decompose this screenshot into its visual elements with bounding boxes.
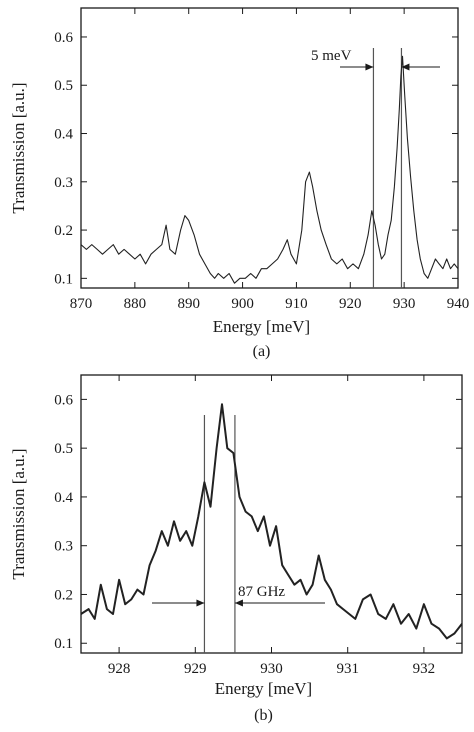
- annotation-arrowhead-right: [401, 63, 410, 71]
- y-tick-label: 0.1: [54, 271, 73, 287]
- x-tick-label: 930: [393, 296, 416, 312]
- x-tick-label: 940: [447, 296, 470, 312]
- annotation-arrowhead-left: [196, 599, 205, 607]
- y-tick-label: 0.4: [54, 490, 73, 506]
- x-tick-label: 870: [70, 296, 93, 312]
- series-line-0: [81, 55, 458, 284]
- x-axis-title: Energy [meV]: [215, 679, 312, 698]
- x-tick-label: 900: [231, 296, 254, 312]
- y-tick-label: 0.1: [54, 636, 73, 652]
- y-tick-label: 0.3: [54, 175, 73, 191]
- chart-b: 928 929 930 931 932 0.1 0.2 0.3 0.4 0.5 0.6 Energy …: [9, 374, 463, 724]
- panel-label: (a): [253, 343, 271, 360]
- panel-label: (b): [254, 707, 273, 724]
- y-axis-title: Transmission [a.u.]: [9, 448, 28, 579]
- chart-a: 870 880 890 900 910 920 930 940 0.1 0.2 0.3 0.4 0.5 0…: [9, 7, 470, 360]
- plot-frame: [80, 374, 463, 654]
- x-tick-label: 932: [413, 661, 436, 677]
- y-tick-label: 0.2: [54, 223, 73, 239]
- plot-frame: [80, 7, 459, 289]
- width-annotation: 5 meV: [311, 48, 352, 64]
- x-tick-label: 890: [177, 296, 200, 312]
- x-tick-label: 928: [108, 661, 131, 677]
- annotation-arrowhead-left: [365, 63, 374, 71]
- x-tick-label: 920: [339, 296, 362, 312]
- x-tick-label: 880: [124, 296, 147, 312]
- y-axis-title: Transmission [a.u.]: [9, 82, 28, 213]
- width-annotation: 87 GHz: [238, 584, 285, 600]
- x-tick-label: 910: [285, 296, 308, 312]
- y-tick-label: 0.5: [54, 78, 73, 94]
- y-tick-label: 0.3: [54, 539, 73, 555]
- x-axis-title: Energy [meV]: [213, 317, 310, 336]
- y-tick-label: 0.6: [54, 30, 73, 46]
- x-tick-label: 930: [260, 661, 283, 677]
- y-tick-label: 0.5: [54, 441, 73, 457]
- x-tick-label: 931: [336, 661, 359, 677]
- annotation-arrowhead-right: [234, 599, 243, 607]
- y-tick-label: 0.4: [54, 127, 73, 143]
- y-tick-label: 0.2: [54, 587, 73, 603]
- series-line-0: [81, 403, 462, 640]
- y-tick-label: 0.6: [54, 392, 73, 408]
- x-tick-label: 929: [184, 661, 207, 677]
